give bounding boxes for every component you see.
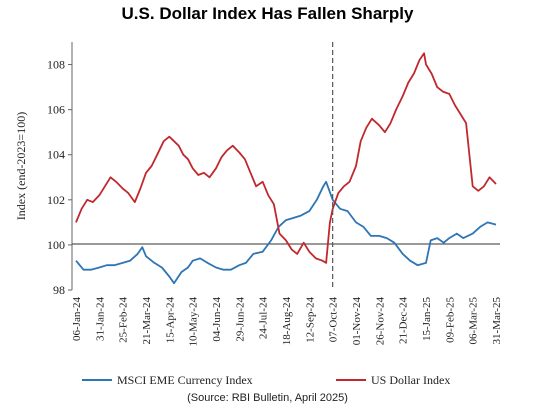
legend-label-usd: US Dollar Index (371, 373, 450, 387)
y-tick-label: 106 (47, 103, 65, 117)
x-tick-label: 06-Mar-25 (468, 297, 480, 345)
series-line-msci-eme (75, 180, 497, 285)
x-tick-label: 01-Nov-24 (351, 297, 363, 346)
y-axis-label: Index (end-2023=100) (14, 112, 28, 220)
series-layer (75, 52, 497, 285)
y-tick-label: 104 (47, 148, 65, 162)
series-line-us-dollar (75, 52, 497, 264)
y-tick-label: 102 (47, 193, 65, 207)
legend-label-msci: MSCI EME Currency Index (117, 373, 253, 387)
x-tick-label: 07-Oct-24 (328, 297, 340, 343)
chart-title: U.S. Dollar Index Has Fallen Sharply (121, 4, 414, 23)
x-tick-label: 06-Jan-24 (71, 297, 83, 341)
x-tick-label: 18-Aug-24 (281, 297, 293, 346)
x-tick-label: 21-Mar-24 (141, 297, 153, 345)
x-tick-label: 15-Jan-25 (421, 297, 433, 341)
x-tick-label: 10-May-24 (188, 297, 200, 347)
x-tick-label: 29-Jun-24 (234, 297, 246, 342)
y-tick-label: 108 (47, 58, 65, 72)
x-tick-label: 31-Mar-25 (491, 297, 503, 345)
x-tick-label: 26-Nov-24 (374, 297, 386, 346)
x-tick-label: 12-Sep-24 (304, 297, 316, 343)
x-tick-label: 31-Jan-24 (94, 297, 106, 341)
source-note: (Source: RBI Bulletin, April 2025) (187, 392, 348, 404)
x-tick-label: 04-Jun-24 (211, 297, 223, 342)
y-tick-label: 100 (47, 238, 65, 252)
x-tick-label: 24-Jul-24 (258, 297, 270, 340)
x-tick-label: 15-Apr-24 (164, 297, 176, 344)
y-tick-label: 98 (53, 283, 65, 297)
x-tick-label: 09-Feb-25 (444, 297, 456, 343)
y-tick-labels: 98 100 102 104 106 108 (47, 58, 72, 297)
axes (71, 42, 500, 290)
x-tick-label: 21-Dec-24 (398, 297, 410, 345)
x-tick-labels: 06-Jan-24 31-Jan-24 25-Feb-24 21-Mar-24 15-A… (71, 297, 503, 347)
legend: MSCI EME Currency Index US Dollar Index (82, 373, 450, 387)
x-tick-label: 25-Feb-24 (118, 297, 130, 343)
